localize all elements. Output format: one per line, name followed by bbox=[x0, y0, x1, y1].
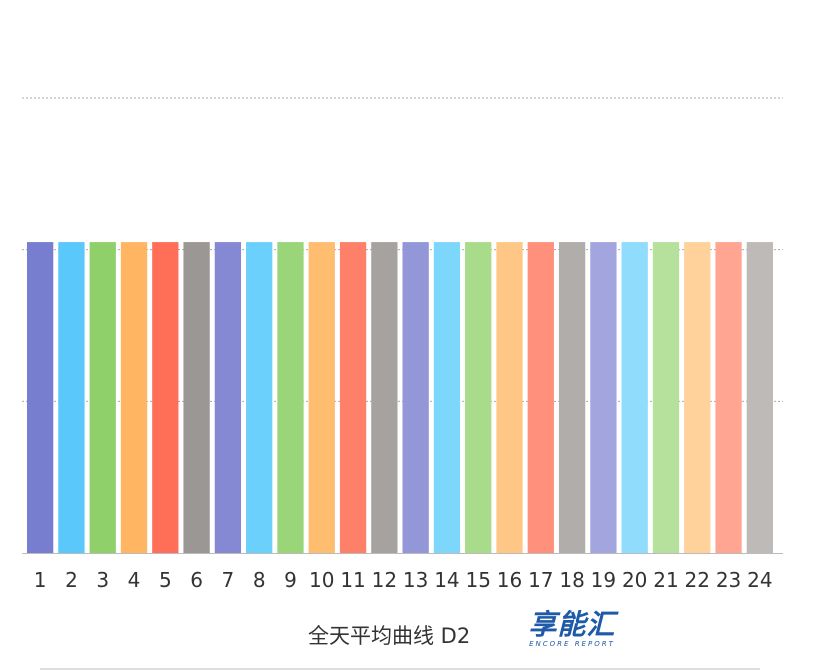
bar-8 bbox=[246, 242, 273, 554]
x-tick-label: 23 bbox=[716, 568, 741, 592]
logo-subtext: ENCORE REPORT bbox=[529, 640, 615, 648]
bar-21 bbox=[652, 242, 680, 554]
bar-2 bbox=[58, 242, 85, 554]
x-tick-label: 18 bbox=[559, 568, 584, 592]
x-tick-label: 12 bbox=[372, 568, 397, 592]
bar-20 bbox=[621, 242, 648, 554]
x-tick-label: 6 bbox=[190, 568, 203, 592]
x-tick-label: 15 bbox=[466, 568, 491, 592]
bar-23 bbox=[715, 242, 742, 554]
bar-12 bbox=[371, 242, 398, 554]
x-tick-label: 24 bbox=[747, 568, 772, 592]
bar-16 bbox=[496, 242, 523, 554]
x-tick-label: 2 bbox=[65, 568, 78, 592]
bar-7 bbox=[214, 242, 242, 554]
bar-11 bbox=[339, 242, 367, 554]
x-tick-label: 20 bbox=[622, 568, 647, 592]
brand-logo: 享能汇 ENCORE REPORT bbox=[516, 610, 628, 654]
x-tick-label: 16 bbox=[497, 568, 522, 592]
x-tick-label: 7 bbox=[222, 568, 235, 592]
bar-5 bbox=[152, 242, 179, 554]
bar-14 bbox=[433, 242, 461, 554]
x-tick-label: 11 bbox=[340, 568, 365, 592]
bar-3 bbox=[89, 242, 116, 554]
x-tick-label: 17 bbox=[528, 568, 553, 592]
bar-13 bbox=[402, 242, 429, 554]
logo-text: 享能汇 bbox=[528, 608, 616, 641]
x-tick-label: 9 bbox=[284, 568, 297, 592]
bar-4 bbox=[120, 242, 148, 554]
bar-chart: 1 2 3 4 5 6 7 8 9 10 11 12 13 14 15 16 17 18 19 20 21 22 23 24 bbox=[22, 97, 783, 592]
x-tick-label: 22 bbox=[685, 568, 710, 592]
x-tick-label: 19 bbox=[591, 568, 616, 592]
x-tick-label: 4 bbox=[128, 568, 141, 592]
bar-24 bbox=[746, 242, 773, 554]
bar-15 bbox=[465, 242, 492, 554]
x-tick-label: 10 bbox=[309, 568, 334, 592]
bar-1 bbox=[27, 242, 54, 554]
bar-19 bbox=[590, 242, 617, 554]
x-tick-label: 5 bbox=[159, 568, 172, 592]
divider bbox=[40, 668, 760, 670]
bar-6 bbox=[183, 242, 210, 554]
x-tick-label: 14 bbox=[434, 568, 459, 592]
bar-10 bbox=[308, 242, 335, 554]
x-tick-label: 8 bbox=[253, 568, 266, 592]
bar-17 bbox=[527, 242, 554, 554]
x-tick-label: 1 bbox=[34, 568, 47, 592]
chart-title: 全天平均曲线 D2 bbox=[308, 624, 471, 648]
x-tick-label: 3 bbox=[96, 568, 109, 592]
bar-18 bbox=[558, 242, 586, 554]
bar-9 bbox=[277, 242, 304, 554]
x-tick-label: 21 bbox=[653, 568, 678, 592]
bar-22 bbox=[684, 242, 711, 554]
x-tick-label: 13 bbox=[403, 568, 428, 592]
